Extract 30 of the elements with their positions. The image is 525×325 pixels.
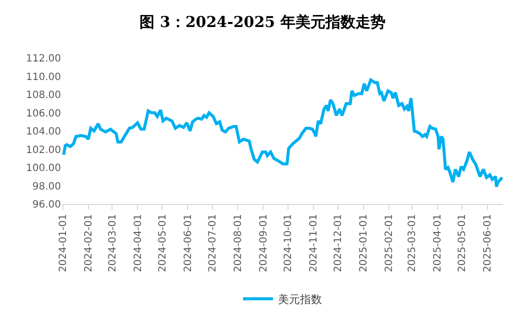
x-tick-label: 2025-02-01 xyxy=(384,214,396,272)
y-tick-label: 108.00 xyxy=(26,90,61,101)
x-tick-label: 2024-09-01 xyxy=(258,214,270,272)
y-tick-label: 106.00 xyxy=(26,108,61,120)
x-tick-label: 2024-08-01 xyxy=(232,214,244,272)
x-tick-label: 2025-01-01 xyxy=(358,214,370,272)
y-tick-label: 104.00 xyxy=(26,126,61,138)
x-tick-label: 2024-12-01 xyxy=(333,214,344,272)
x-tick-label: 2025-04-01 xyxy=(432,214,444,272)
x-tick-label: 2024-07-01 xyxy=(208,214,219,272)
y-tick-label: 96.00 xyxy=(32,200,61,210)
x-tick-label: 2024-02-01 xyxy=(84,214,95,272)
x-tick-label: 2024-06-01 xyxy=(182,214,194,272)
x-tick-label: 2024-04-01 xyxy=(132,214,144,272)
x-tick-label: 2024-10-01 xyxy=(283,214,294,272)
x-tick-label: 2025-05-01 xyxy=(457,214,468,272)
legend-label: 美元指数 xyxy=(278,293,322,306)
x-tick-label: 2024-05-01 xyxy=(157,214,168,272)
y-tick-label: 112.00 xyxy=(26,54,61,64)
y-tick-label: 98.00 xyxy=(32,181,61,192)
x-tick-label: 2024-11-01 xyxy=(308,214,320,272)
chart-title: 图 3：2024-2025 年美元指数走势 xyxy=(140,12,386,31)
line-series xyxy=(62,78,503,188)
x-tick-label: 2024-03-01 xyxy=(107,214,118,272)
y-tick-label: 100.00 xyxy=(26,163,61,174)
y-tick-label: 102.00 xyxy=(26,144,61,156)
x-tick-label: 2024-01-01 xyxy=(58,214,70,272)
x-tick-label: 2025-03-01 xyxy=(407,214,418,272)
y-tick-label: 110.00 xyxy=(26,72,61,83)
x-tick-label: 2025-06-01 xyxy=(482,214,494,272)
